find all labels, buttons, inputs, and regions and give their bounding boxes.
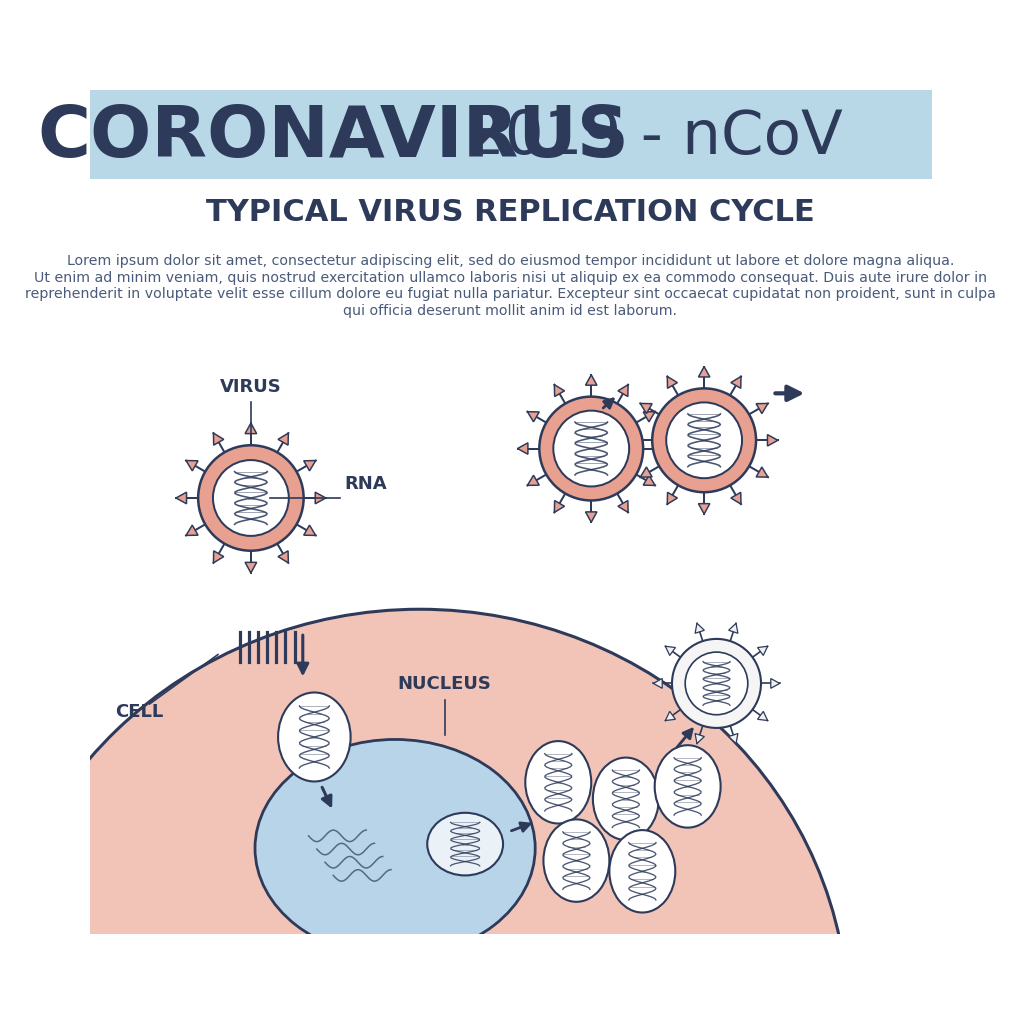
Text: CELL: CELL	[115, 703, 163, 721]
Circle shape	[652, 388, 757, 493]
Ellipse shape	[610, 830, 675, 912]
Circle shape	[667, 402, 742, 478]
Text: CORONAVIRUS: CORONAVIRUS	[38, 103, 629, 172]
Polygon shape	[303, 461, 315, 471]
Polygon shape	[695, 733, 704, 743]
Polygon shape	[666, 646, 676, 655]
Polygon shape	[176, 493, 187, 504]
Text: RNA: RNA	[344, 475, 387, 493]
Polygon shape	[278, 433, 288, 445]
Circle shape	[553, 411, 629, 486]
Polygon shape	[654, 442, 665, 455]
Polygon shape	[618, 385, 628, 396]
Polygon shape	[518, 442, 528, 455]
Polygon shape	[585, 375, 597, 385]
Polygon shape	[758, 712, 768, 721]
Polygon shape	[731, 377, 741, 388]
Polygon shape	[731, 493, 741, 504]
Ellipse shape	[526, 741, 591, 823]
Polygon shape	[186, 525, 198, 536]
Polygon shape	[698, 504, 710, 514]
Ellipse shape	[593, 758, 659, 840]
Circle shape	[198, 445, 303, 551]
Polygon shape	[768, 434, 778, 446]
Polygon shape	[278, 551, 288, 563]
FancyBboxPatch shape	[90, 90, 931, 179]
Polygon shape	[668, 493, 677, 504]
Polygon shape	[729, 624, 738, 633]
Polygon shape	[213, 551, 224, 563]
Text: qui officia deserunt mollit anim id est laborum.: qui officia deserunt mollit anim id est …	[343, 304, 678, 317]
Text: Lorem ipsum dolor sit amet, consectetur adipiscing elit, sed do eiusmod tempor i: Lorem ipsum dolor sit amet, consectetur …	[66, 255, 955, 268]
Polygon shape	[618, 501, 628, 512]
Text: VIRUS: VIRUS	[220, 378, 282, 396]
Polygon shape	[303, 525, 315, 536]
Polygon shape	[695, 624, 704, 633]
Polygon shape	[585, 512, 597, 522]
Ellipse shape	[654, 745, 721, 827]
Text: reprehenderit in voluptate velit esse cillum dolore eu fugiat nulla pariatur. Ex: reprehenderit in voluptate velit esse ci…	[26, 288, 995, 301]
Polygon shape	[698, 367, 710, 377]
Ellipse shape	[427, 813, 503, 876]
Polygon shape	[643, 475, 655, 485]
Polygon shape	[630, 434, 641, 446]
Circle shape	[685, 652, 747, 715]
Polygon shape	[640, 403, 652, 414]
Circle shape	[672, 639, 761, 728]
Polygon shape	[554, 501, 565, 512]
Text: TYPICAL VIRUS REPLICATION CYCLE: TYPICAL VIRUS REPLICATION CYCLE	[206, 198, 815, 226]
Polygon shape	[666, 712, 676, 721]
Polygon shape	[528, 475, 539, 485]
Polygon shape	[643, 412, 655, 422]
Circle shape	[539, 396, 643, 501]
Polygon shape	[757, 467, 768, 477]
Ellipse shape	[278, 692, 350, 781]
Polygon shape	[758, 646, 768, 655]
Polygon shape	[315, 493, 326, 504]
Polygon shape	[668, 377, 677, 388]
Polygon shape	[757, 403, 768, 414]
Polygon shape	[771, 679, 780, 688]
Polygon shape	[186, 461, 198, 471]
Ellipse shape	[0, 609, 848, 1024]
Polygon shape	[528, 412, 539, 422]
Polygon shape	[245, 423, 256, 433]
Text: Ut enim ad minim veniam, quis nostrud exercitation ullamco laboris nisi ut aliqu: Ut enim ad minim veniam, quis nostrud ex…	[34, 271, 987, 285]
Polygon shape	[640, 467, 652, 477]
Polygon shape	[554, 385, 565, 396]
Polygon shape	[245, 562, 256, 572]
Text: 2019 - nCoV: 2019 - nCoV	[467, 109, 843, 167]
Polygon shape	[653, 679, 663, 688]
Text: NUCLEUS: NUCLEUS	[397, 675, 491, 693]
Polygon shape	[729, 733, 738, 743]
Ellipse shape	[543, 819, 610, 902]
Ellipse shape	[255, 739, 535, 957]
Polygon shape	[213, 433, 224, 445]
Circle shape	[213, 460, 289, 536]
